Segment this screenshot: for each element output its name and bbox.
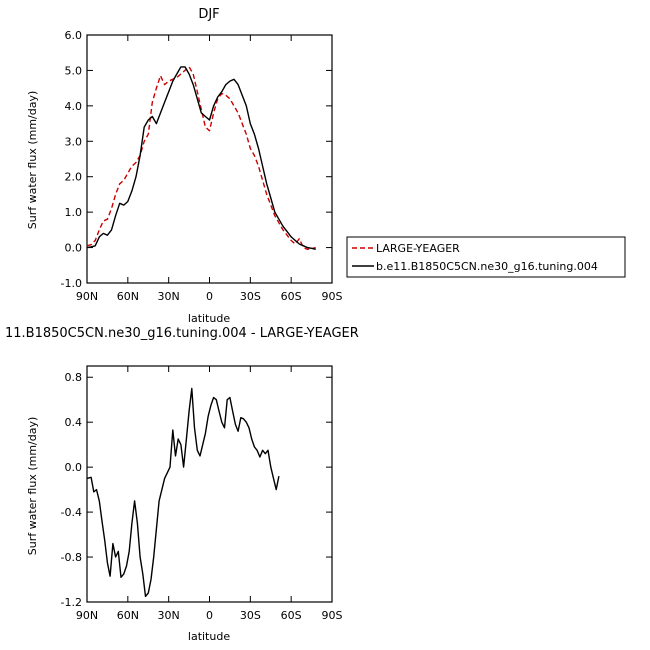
top-x-tick-label: 30S xyxy=(240,290,261,303)
top-chart-title: DJF xyxy=(198,7,219,22)
top-plot-frame xyxy=(86,34,333,284)
bottom-x-tick-label: 30N xyxy=(158,609,180,622)
top-x-tick-label: 90N xyxy=(76,290,98,303)
bottom-chart-plot: 90N 60N 30N 0 30S 60S 90S -1.2 -0.8 -0.4 0.0 0.4 0.8 xyxy=(61,365,343,622)
bottom-chart-xlabel: latitude xyxy=(188,630,230,643)
top-x-tick-label: 30N xyxy=(158,290,180,303)
top-x-tick-label: 0 xyxy=(206,290,213,303)
top-y-tick-label: 6.0 xyxy=(65,29,83,42)
bottom-y-tick-label: 0.0 xyxy=(65,461,83,474)
bottom-y-tick-label: 0.4 xyxy=(65,416,83,429)
legend-box xyxy=(346,236,626,278)
top-series-line-b-e11-b1850c5cn-ne30-g16-tuning-004 xyxy=(86,66,316,250)
top-x-tick-label: 60S xyxy=(281,290,302,303)
bottom-x-tick-label: 0 xyxy=(206,609,213,622)
bottom-x-tick-label: 90N xyxy=(76,609,98,622)
legend: LARGE-YEAGER b.e11.B1850C5CN.ne30_g16.tu… xyxy=(346,236,626,278)
top-chart-plot: 90N 60N 30N 0 30S 60S 90S -1.0 0.0 1.0 2.0 3.0 4.0 5.… xyxy=(61,29,343,303)
bottom-y-tick-label: -1.2 xyxy=(61,596,82,609)
bottom-chart-title: 11.B1850C5CN.ne30_g16.tuning.004 - LARGE… xyxy=(5,326,359,341)
top-y-tick-label: -1.0 xyxy=(61,277,82,290)
bottom-x-tick-label: 30S xyxy=(240,609,261,622)
top-y-tick-label: 0.0 xyxy=(65,242,83,255)
top-x-tick-label: 90S xyxy=(322,290,343,303)
top-series-line-large-yeager xyxy=(86,66,316,250)
top-y-tick-label: 5.0 xyxy=(65,64,83,77)
top-y-tick-label: 3.0 xyxy=(65,135,83,148)
top-y-tick-label: 1.0 xyxy=(65,206,83,219)
top-x-tick-label: 60N xyxy=(117,290,139,303)
bottom-y-tick-label: -0.8 xyxy=(61,551,82,564)
legend-label-large-yeager: LARGE-YEAGER xyxy=(376,242,460,255)
bottom-y-tick-label: 0.8 xyxy=(65,371,83,384)
top-y-tick-label: 2.0 xyxy=(65,171,83,184)
top-chart-ylabel: Surf water flux (mm/day) xyxy=(26,91,39,230)
bottom-plot-frame xyxy=(86,365,333,603)
top-chart-xlabel: latitude xyxy=(188,312,230,325)
bottom-y-tick-label: -0.4 xyxy=(61,506,82,519)
top-y-tick-label: 4.0 xyxy=(65,100,83,113)
bottom-x-tick-label: 60N xyxy=(117,609,139,622)
legend-label-tuning: b.e11.B1850C5CN.ne30_g16.tuning.004 xyxy=(376,260,598,273)
bottom-series-line-difference xyxy=(86,387,280,598)
bottom-chart-ylabel: Surf water flux (mm/day) xyxy=(26,417,39,556)
bottom-x-tick-label: 60S xyxy=(281,609,302,622)
bottom-x-tick-label: 90S xyxy=(322,609,343,622)
